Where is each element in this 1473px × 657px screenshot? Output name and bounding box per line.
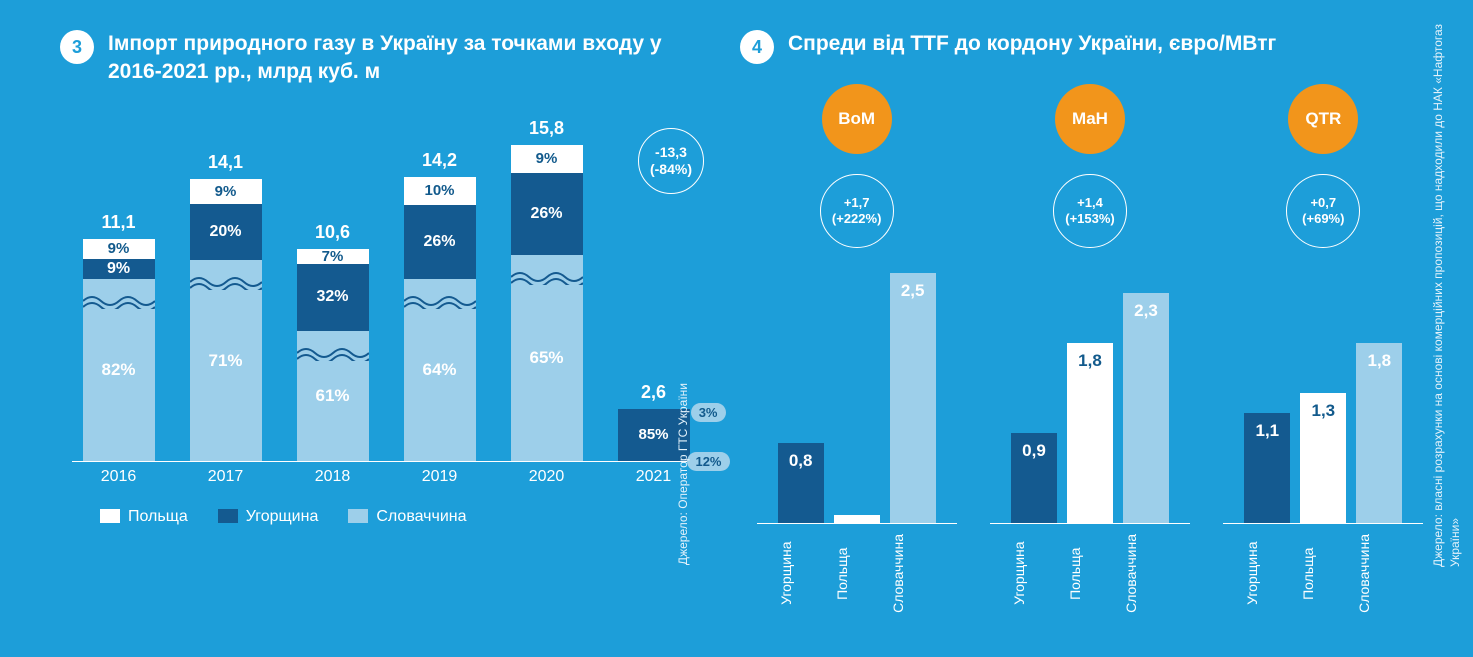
- right-title: Спреди від TTF до кордону України, євро/…: [788, 30, 1276, 58]
- spread-category-label: Словаччина: [1123, 534, 1169, 613]
- bar-segment: 9%: [83, 239, 155, 259]
- spread-group: +1,7(+222%)0,82,5: [757, 244, 957, 524]
- diff-bubble: +0,7(+69%): [1286, 174, 1360, 248]
- x-tick: 2019: [393, 468, 486, 486]
- spread-category-label: Угорщина: [1011, 534, 1057, 613]
- spread-bar: 1,8: [1067, 343, 1113, 523]
- stacked-bar: 9%26%65%: [511, 145, 583, 461]
- bar-segment: 10%: [404, 177, 476, 205]
- column-total: 15,8: [529, 118, 564, 139]
- left-title-row: 3 Імпорт природного газу в Україну за то…: [60, 30, 700, 87]
- stacked-bar: 7%32%61%: [297, 249, 369, 461]
- bar-segment: 26%: [511, 173, 583, 255]
- bar-segment: 82%: [83, 279, 155, 461]
- stacked-bar: 9%9%82%: [83, 239, 155, 461]
- spread-cats: УгорщинаПольщаСловаччина: [1223, 534, 1423, 613]
- spread-category-label: Польща: [834, 534, 880, 613]
- x-tick: 2018: [286, 468, 379, 486]
- legend: Польща Угорщина Словаччина: [100, 508, 700, 526]
- small-pct-slovakia: 12%: [687, 452, 729, 471]
- legend-hungary: Угорщина: [218, 508, 319, 526]
- x-tick: 2016: [72, 468, 165, 486]
- stacked-column: 10,6 7%32%61%: [286, 222, 379, 461]
- right-title-row: 4 Спреди від TTF до кордону України, євр…: [740, 30, 1440, 64]
- spread-group: +0,7(+69%)1,11,31,8: [1223, 244, 1423, 524]
- bar-segment: 61%: [297, 331, 369, 460]
- stacked-column: 14,2 10%26%64%: [393, 150, 486, 461]
- bar-segment: 9%: [83, 259, 155, 279]
- bar-segment: 26%: [404, 205, 476, 279]
- x-tick: 2017: [179, 468, 272, 486]
- bar-segment: 7%: [297, 249, 369, 264]
- x-axis: 201620172018201920202021: [72, 468, 700, 486]
- legend-slovakia: Словаччина: [348, 508, 466, 526]
- group-badges-row: BoM MaH QTR: [740, 84, 1440, 154]
- x-tick: 2020: [500, 468, 593, 486]
- stacked-column: 11,19%9%82%: [72, 212, 165, 461]
- source-left: Джерело: Оператор ГТС України: [676, 383, 690, 565]
- spread-category-label: Словаччина: [890, 534, 936, 613]
- bar-segment: 64%: [404, 279, 476, 461]
- bar-segment: 9%: [190, 179, 262, 204]
- spread-bar-row: +1,7(+222%)0,82,5+1,4(+153%)0,91,82,3+0,…: [740, 244, 1440, 524]
- group-badge: BoM: [822, 84, 892, 154]
- spread-category-label: Словаччина: [1356, 534, 1402, 613]
- spread-categories: УгорщинаПольщаСловаччинаУгорщинаПольщаСл…: [740, 534, 1440, 613]
- diff-bubble: +1,7(+222%): [820, 174, 894, 248]
- spread-bar: 1,1: [1244, 413, 1290, 523]
- spreads-panel: 4 Спреди від TTF до кордону України, євр…: [740, 30, 1440, 630]
- bar-segment: 20%: [190, 204, 262, 260]
- bar-segment: 65%: [511, 255, 583, 460]
- spread-bar: 1,8: [1356, 343, 1402, 523]
- diff-bubble: +1,4(+153%): [1053, 174, 1127, 248]
- bar-segment: 32%: [297, 264, 369, 332]
- legend-poland: Польща: [100, 508, 188, 526]
- stacked-bar: 9%20%71%: [190, 179, 262, 461]
- spread-category-label: Угорщина: [1244, 534, 1290, 613]
- small-pct-poland: 3%: [691, 403, 726, 422]
- diff-bubble-left: -13,3 (-84%): [638, 128, 704, 194]
- group-badge: MaH: [1055, 84, 1125, 154]
- stacked-column: 14,1 9%20%71%: [179, 152, 272, 461]
- import-chart-panel: 3 Імпорт природного газу в Україну за то…: [60, 30, 700, 630]
- group-badge: QTR: [1288, 84, 1358, 154]
- badge-4: 4: [740, 30, 774, 64]
- spread-cats: УгорщинаПольщаСловаччина: [757, 534, 957, 613]
- spread-bar: 0,8: [778, 443, 824, 523]
- stacked-column: 15,8 9%26%65%: [500, 118, 593, 461]
- column-total: 14,1: [208, 152, 243, 173]
- spread-bar: [834, 515, 880, 523]
- stacked-bar: 10%26%64%: [404, 177, 476, 461]
- spread-bar: 2,5: [890, 273, 936, 523]
- badge-3: 3: [60, 30, 94, 64]
- left-title: Імпорт природного газу в Україну за точк…: [108, 30, 700, 87]
- stacked-bar-chart: 11,19%9%82%14,19%20%71%10,67%32%61%14,21…: [72, 107, 700, 462]
- source-right: Джерело: власні розрахунки на основі ком…: [1430, 0, 1464, 567]
- spread-category-label: Угорщина: [778, 534, 824, 613]
- column-total: 10,6: [315, 222, 350, 243]
- column-total: 2,6: [641, 382, 666, 403]
- bar-segment: 71%: [190, 260, 262, 460]
- column-total: 14,2: [422, 150, 457, 171]
- column-total: 11,1: [101, 212, 135, 233]
- spread-group: +1,4(+153%)0,91,82,3: [990, 244, 1190, 524]
- spread-category-label: Польща: [1067, 534, 1113, 613]
- spread-cats: УгорщинаПольщаСловаччина: [990, 534, 1190, 613]
- spread-bar: 0,9: [1011, 433, 1057, 523]
- bar-segment: 9%: [511, 145, 583, 173]
- spread-category-label: Польща: [1300, 534, 1346, 613]
- spread-bar: 2,3: [1123, 293, 1169, 523]
- spread-bar: 1,3: [1300, 393, 1346, 523]
